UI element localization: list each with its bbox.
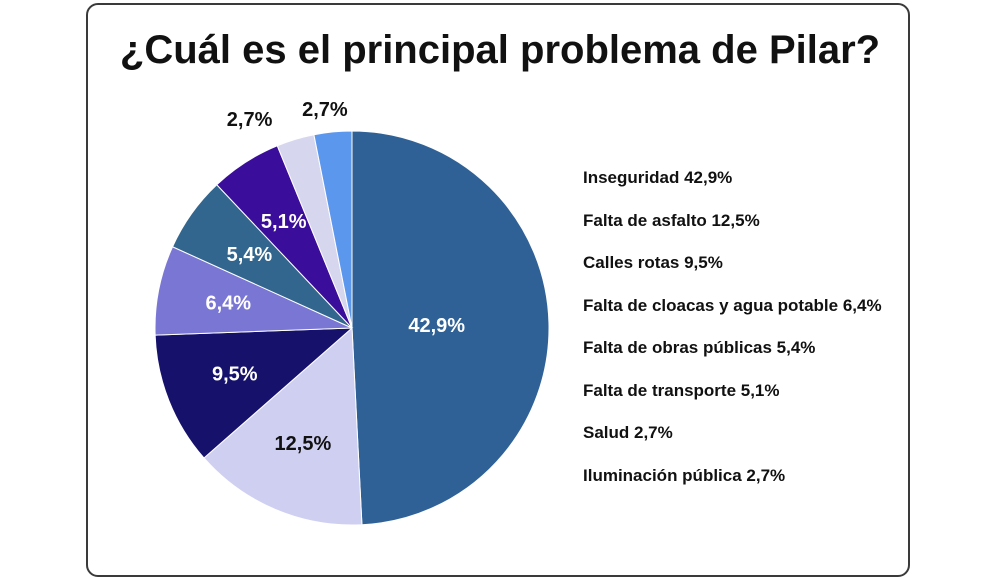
- legend: Inseguridad 42,9% Falta de asfalto 12,5% C…: [583, 164, 882, 504]
- pie-slice-2: [203, 326, 363, 526]
- legend-entry-3: Calles rotas 9,5%: [583, 253, 723, 272]
- slice-value-label-7: 2,7%: [227, 109, 273, 131]
- legend-entry-8: Iluminación pública 2,7%: [583, 465, 786, 485]
- legend-entry-1: Inseguridad 42,9%: [583, 168, 733, 187]
- pie-slice-8: [313, 130, 353, 329]
- legend-entry-4: Falta de cloacas y agua potable 6,4%: [583, 295, 882, 315]
- legend-entry-7: Salud 2,7%: [583, 423, 673, 442]
- pie-slice-3: [154, 327, 354, 459]
- slice-value-label-6: 5,1%: [261, 211, 307, 233]
- slice-value-label-2: 12,5%: [275, 433, 332, 455]
- slice-value-label-5: 5,4%: [227, 244, 273, 266]
- legend-entry-5: Falta de obras públicas 5,4%: [583, 338, 816, 357]
- legend-entry-2: Falta de asfalto 12,5%: [583, 210, 760, 230]
- slice-value-label-1: 42,9%: [408, 315, 465, 337]
- slice-value-label-8: 2,7%: [302, 99, 348, 121]
- pie-slice-1: [351, 130, 550, 526]
- slice-value-label-4: 6,4%: [206, 293, 252, 315]
- legend-entry-6: Falta de transporte 5,1%: [583, 380, 780, 400]
- chart-title: ¿Cuál es el principal problema de Pilar?: [119, 28, 881, 72]
- slice-value-label-3: 9,5%: [212, 364, 258, 386]
